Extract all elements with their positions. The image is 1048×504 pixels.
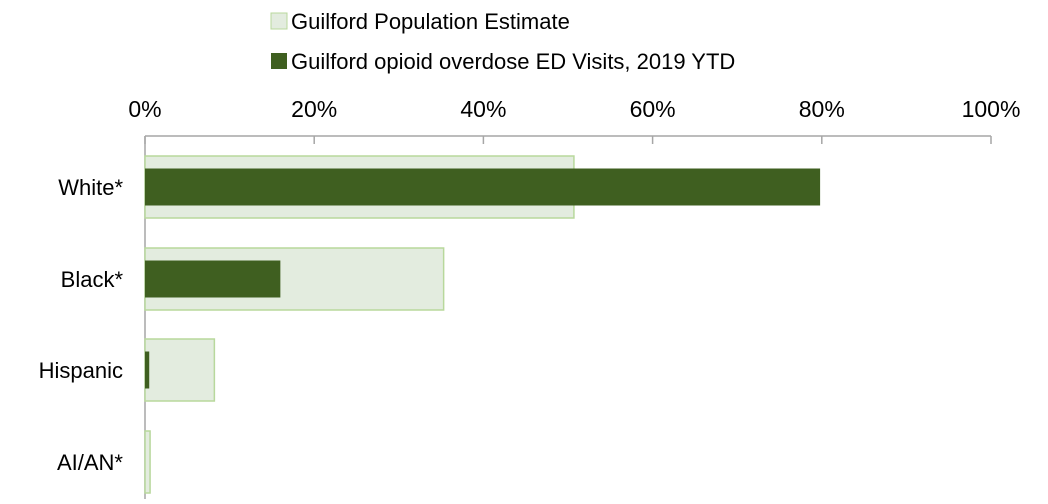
legend-swatch-2 bbox=[271, 53, 287, 69]
x-tick-label-40: 40% bbox=[460, 96, 506, 122]
x-tick-label-0: 0% bbox=[128, 96, 161, 122]
bar-population-hispanic bbox=[144, 338, 216, 402]
category-label-ai-an: AI/AN* bbox=[57, 450, 123, 475]
bar-population-ai-an bbox=[144, 430, 151, 494]
category-label-black: Black* bbox=[61, 267, 124, 292]
category-label-hispanic: Hispanic bbox=[39, 358, 123, 383]
category-label-white: White* bbox=[58, 175, 123, 200]
x-tick-label-80: 80% bbox=[799, 96, 845, 122]
x-tick-label-100: 100% bbox=[962, 96, 1021, 122]
bars bbox=[144, 155, 821, 494]
legend-label-2: Guilford opioid overdose ED Visits, 2019… bbox=[291, 49, 735, 74]
legend-label-1: Guilford Population Estimate bbox=[291, 9, 570, 34]
bar-ed-visits-hispanic bbox=[145, 351, 150, 389]
bar-ed-visits-white bbox=[145, 168, 821, 206]
x-tick-label-20: 20% bbox=[291, 96, 337, 122]
bar-ed-visits-black bbox=[145, 260, 281, 298]
x-tick-label-60: 60% bbox=[630, 96, 676, 122]
category-labels: White* Black* Hispanic AI/AN* bbox=[39, 175, 124, 475]
x-axis: 0% 20% 40% 60% 80% 100% bbox=[128, 96, 1020, 499]
legend: Guilford Population Estimate Guilford opi… bbox=[270, 9, 735, 74]
legend-swatch-1 bbox=[270, 12, 288, 30]
